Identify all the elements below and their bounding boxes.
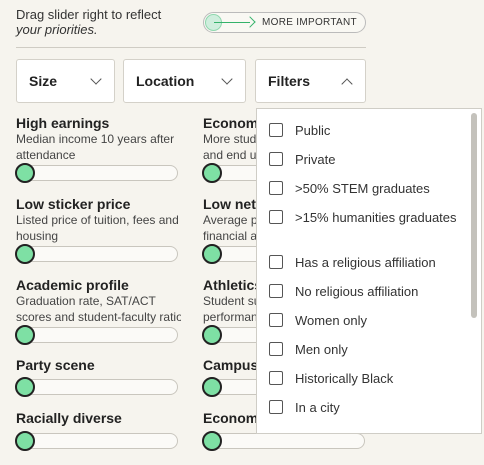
importance-legend: MORE IMPORTANT: [203, 12, 366, 33]
filters-select[interactable]: Filters: [255, 59, 366, 103]
location-select[interactable]: Location: [123, 59, 246, 103]
factor-title: Economi: [203, 115, 256, 131]
filter-option-label: Has a religious affiliation: [295, 255, 436, 270]
filter-option-label: >50% STEM graduates: [295, 181, 430, 196]
slider-low-sticker-price[interactable]: [15, 244, 178, 264]
location-select-label: Location: [136, 73, 195, 89]
factor-desc: attendance: [16, 148, 76, 162]
checkbox[interactable]: [269, 210, 283, 224]
slider-thumb[interactable]: [15, 377, 35, 397]
factor-desc: Listed price of tuition, fees and: [16, 213, 179, 227]
factor-desc: and end up: [203, 148, 256, 162]
factor-desc: Graduation rate, SAT/ACT: [16, 294, 156, 308]
filter-option-label: Women only: [295, 313, 368, 328]
slider-thumb[interactable]: [15, 244, 35, 264]
dropdown-scrollbar[interactable]: [471, 113, 477, 318]
factor-title: Economi: [203, 410, 263, 426]
slider-campus[interactable]: [202, 377, 256, 397]
factor-desc: Average pr: [203, 213, 256, 227]
factor-economic-2: Economi: [203, 410, 268, 426]
filter-option-label: In a city: [295, 400, 340, 415]
factor-low-net-price: Low net p Average pr financial ai: [203, 196, 256, 244]
factor-campus: Campus: [203, 357, 256, 373]
slider-thumb[interactable]: [15, 431, 35, 451]
factor-desc: Median income 10 years after: [16, 132, 175, 146]
filter-option-label: Men only: [295, 342, 348, 357]
checkbox[interactable]: [269, 400, 283, 414]
hint-line-2: your priorities.: [16, 22, 98, 37]
filter-option-label: No religious affiliation: [295, 284, 419, 299]
slider-thumb[interactable]: [202, 325, 222, 345]
slider-low-net-price[interactable]: [202, 244, 256, 264]
arrowhead-icon: [244, 16, 256, 28]
filter-option-label: Private: [295, 152, 336, 167]
arrow-right-icon: [214, 22, 250, 23]
factor-economic: Economi More stude and end up: [203, 115, 256, 163]
chevron-down-icon: [221, 73, 233, 85]
factor-title: Athletics: [203, 277, 256, 293]
checkbox[interactable]: [269, 342, 283, 356]
filters-select-label: Filters: [268, 73, 311, 89]
hint-line-1: Drag slider right to reflect: [16, 7, 162, 22]
factor-academic-profile: Academic profile Graduation rate, SAT/AC…: [16, 277, 181, 325]
size-select-label: Size: [29, 73, 58, 89]
factor-title: Academic profile: [16, 277, 129, 293]
factor-title: Low sticker price: [16, 196, 131, 212]
chevron-down-icon: [90, 73, 102, 85]
slider-thumb[interactable]: [15, 325, 35, 345]
slider-academic-profile[interactable]: [15, 325, 178, 345]
checkbox[interactable]: [269, 313, 283, 327]
slider-thumb[interactable]: [202, 244, 222, 264]
factor-racially-diverse: Racially diverse: [16, 410, 181, 426]
slider-party-scene[interactable]: [15, 377, 178, 397]
checkbox[interactable]: [269, 181, 283, 195]
factor-desc: financial ai: [203, 229, 256, 243]
slider-hint: Drag slider right to reflect your priori…: [16, 7, 206, 37]
checkbox[interactable]: [269, 152, 283, 166]
slider-high-earnings[interactable]: [15, 163, 178, 183]
factor-title: Party scene: [16, 357, 95, 373]
legend-label: MORE IMPORTANT: [262, 17, 357, 28]
factor-desc: housing: [16, 229, 59, 243]
slider-thumb[interactable]: [202, 163, 222, 183]
slider-thumb[interactable]: [202, 377, 222, 397]
filter-option-label: >15% humanities graduates: [295, 210, 457, 225]
size-select[interactable]: Size: [16, 59, 115, 103]
factor-athletics: Athletics Student su performan: [203, 277, 256, 325]
factor-desc: scores and student-faculty ratio: [16, 310, 181, 324]
filter-option-label: Historically Black: [295, 371, 394, 386]
checkbox[interactable]: [269, 255, 283, 269]
filter-option-label: Public: [295, 123, 331, 138]
factor-title: High earnings: [16, 115, 110, 131]
checkbox[interactable]: [269, 123, 283, 137]
checkbox[interactable]: [269, 371, 283, 385]
divider: [16, 47, 366, 48]
factor-low-sticker-price: Low sticker price Listed price of tuitio…: [16, 196, 181, 244]
factor-party-scene: Party scene: [16, 357, 181, 373]
slider-athletics[interactable]: [202, 325, 256, 345]
factor-high-earnings: High earnings Median income 10 years aft…: [16, 115, 181, 163]
factor-title: Racially diverse: [16, 410, 122, 426]
slider-thumb[interactable]: [202, 431, 222, 451]
checkbox[interactable]: [269, 284, 283, 298]
factor-desc: Student su: [203, 294, 256, 308]
factor-desc: More stude: [203, 132, 256, 146]
slider-thumb[interactable]: [15, 163, 35, 183]
slider-racially-diverse[interactable]: [15, 431, 178, 451]
slider-economic-2[interactable]: [202, 431, 365, 451]
factor-desc: performan: [203, 310, 256, 324]
factor-title: Campus: [203, 357, 256, 373]
factor-title: Low net p: [203, 196, 256, 212]
slider-economic[interactable]: [202, 163, 256, 183]
filters-dropdown: Public Private >50% STEM graduates >15% …: [256, 108, 482, 434]
chevron-up-icon: [341, 78, 353, 90]
